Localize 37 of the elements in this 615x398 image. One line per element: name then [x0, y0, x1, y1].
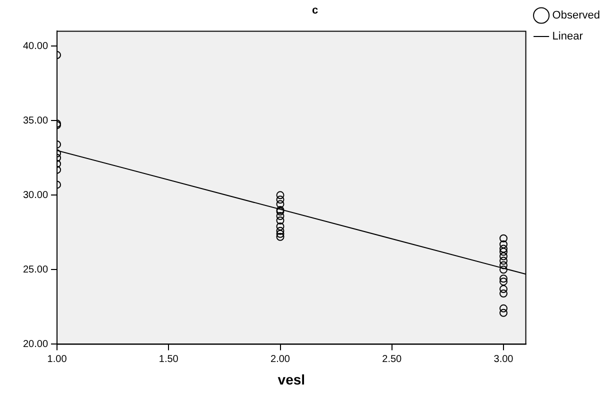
point [276, 191, 284, 200]
point [499, 278, 508, 286]
point [499, 252, 508, 260]
x-tick-label: 1.00 [47, 354, 68, 365]
point [276, 232, 284, 241]
x-axis-title: vesl [278, 371, 306, 388]
point [499, 261, 508, 270]
legend-label: Observed [552, 10, 600, 22]
y-tick-label: 20.00 [22, 338, 48, 350]
point [499, 308, 508, 317]
x-tick-label: 2.50 [382, 354, 402, 365]
point [499, 285, 508, 294]
y-tick-label: 30.00 [22, 190, 48, 201]
point [499, 274, 508, 283]
point [499, 266, 508, 274]
point [499, 244, 508, 253]
point [276, 230, 284, 238]
point [499, 234, 508, 242]
y-tick-label: 40.00 [22, 40, 48, 52]
y-tick-label: 25.00 [22, 264, 48, 276]
y-tick-label: 35.00 [22, 115, 48, 126]
point [276, 196, 284, 204]
legend-label: Linear [552, 30, 584, 43]
point [499, 304, 508, 312]
point [276, 212, 284, 220]
point [276, 226, 284, 235]
x-tick-label: 3.00 [494, 354, 514, 365]
x-tick-label: 2.00 [270, 354, 290, 365]
point [499, 290, 508, 298]
point [276, 200, 284, 208]
x-tick-label: 1.50 [158, 354, 179, 365]
point [499, 240, 508, 248]
point [499, 248, 508, 256]
point [276, 216, 284, 224]
point [499, 256, 508, 265]
chart-title: c [312, 4, 318, 17]
point [276, 222, 284, 230]
